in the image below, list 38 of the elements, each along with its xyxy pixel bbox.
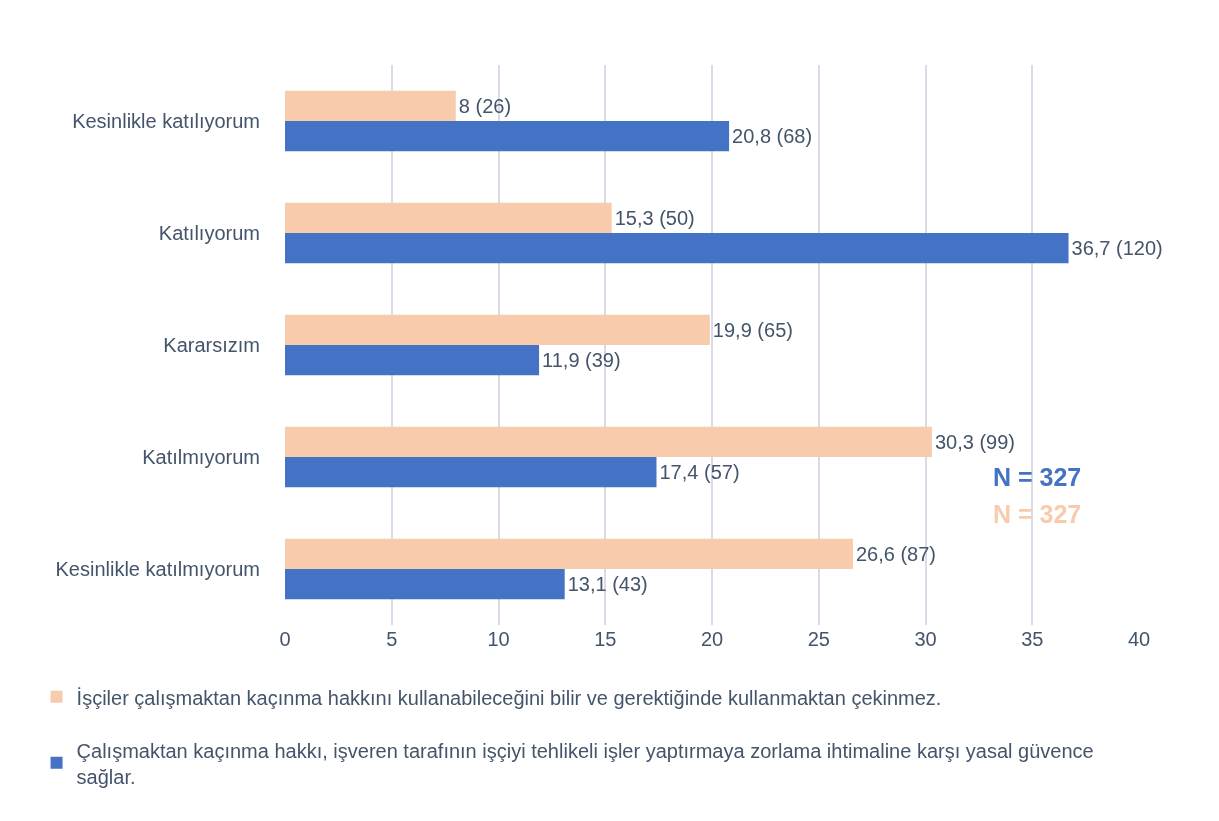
bar [285, 233, 1069, 264]
bar [285, 569, 565, 600]
x-tick-label: 0 [279, 628, 291, 650]
bar [285, 457, 657, 488]
bar [285, 345, 540, 376]
x-tick-label: 15 [594, 628, 617, 650]
legend-label: Çalışmaktan kaçınma hakkı, işveren tarafının işçiyi tehlikeli işler yaptırmaya zorlama ihtimaline karşı yasal güvence sağlar. [76, 739, 1094, 788]
data-label: 26,6 (87) [855, 542, 936, 565]
data-label: 15,3 (50) [614, 206, 695, 229]
x-tick-label: 30 [914, 628, 937, 650]
annotation: N = 327 [993, 463, 1082, 491]
bar [285, 202, 612, 233]
x-tick-label: 40 [1127, 628, 1151, 650]
annotation: N = 327 [993, 500, 1082, 528]
x-tick-label: 35 [1021, 628, 1044, 650]
bar [285, 314, 710, 345]
x-tick-label: 10 [487, 628, 510, 650]
legend-label: İşçiler çalışmaktan kaçınma hakkını kullanabileceğini bilir ve gerektiğinde kullanmaktan çekinmez. [76, 686, 942, 709]
data-label: 30,3 (99) [934, 430, 1015, 453]
data-label: 17,4 (57) [659, 461, 740, 484]
x-tick-label: 20 [700, 628, 724, 650]
bar [285, 121, 730, 152]
y-tick-label: Katılıyorum [158, 222, 260, 244]
data-label: 11,9 (39) [542, 349, 621, 372]
y-tick-label: Kesinlikle katılmıyorum [55, 558, 260, 580]
bar [285, 426, 932, 457]
bar [285, 538, 853, 569]
x-tick-label: 5 [386, 628, 398, 650]
data-label: 13,1 (43) [567, 573, 648, 596]
x-tick-label: 25 [807, 628, 830, 650]
bar [285, 90, 456, 121]
data-label: 36,7 (120) [1071, 237, 1163, 260]
y-tick-label: Katılmıyorum [142, 446, 260, 468]
data-label: 20,8 (68) [732, 125, 813, 148]
data-label: 8 (26) [458, 94, 512, 117]
data-label: 19,9 (65) [712, 318, 793, 341]
y-tick-label: Kararsızım [163, 334, 260, 356]
y-tick-label: Kesinlikle katılıyorum [72, 110, 260, 132]
